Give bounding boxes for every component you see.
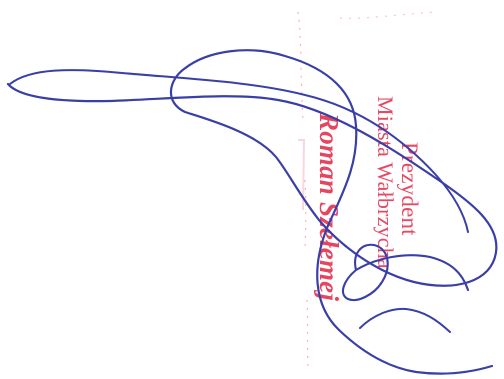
document-scan: Prezydent Miasta Wałbrzycha Roman Szełem… xyxy=(6,11,498,375)
faint-stamp-marks xyxy=(297,11,439,371)
handwritten-signature xyxy=(6,49,498,375)
